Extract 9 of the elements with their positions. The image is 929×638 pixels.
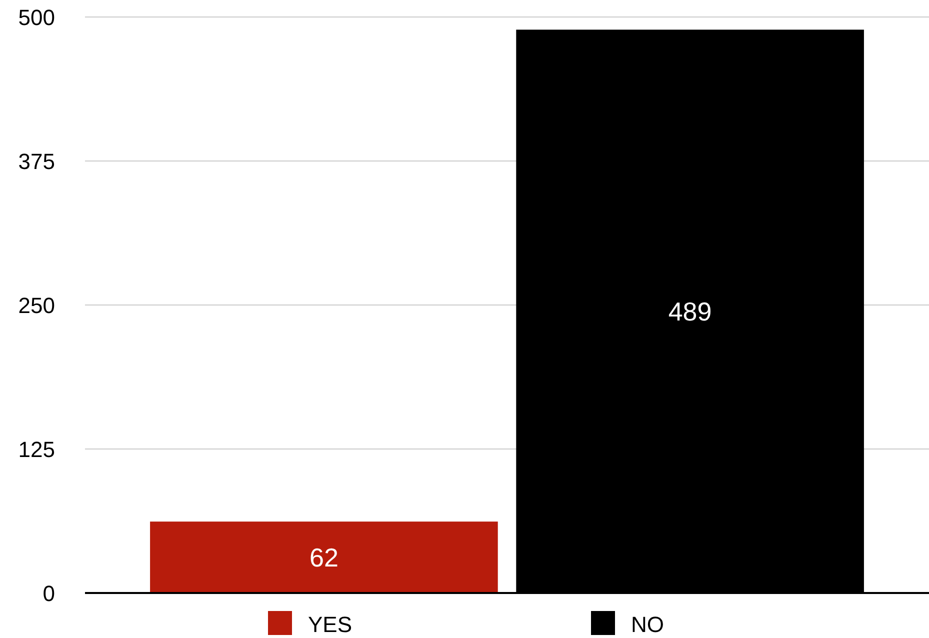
legend-label: YES (308, 612, 352, 637)
y-tick-label: 375 (18, 149, 55, 174)
y-tick-label: 250 (18, 293, 55, 318)
y-tick-label: 500 (18, 5, 55, 30)
legend-label: NO (631, 612, 664, 637)
data-label: 489 (668, 296, 712, 326)
data-label: 62 (309, 542, 338, 572)
y-tick-label: 0 (42, 581, 55, 606)
y-tick-label: 125 (18, 437, 55, 462)
